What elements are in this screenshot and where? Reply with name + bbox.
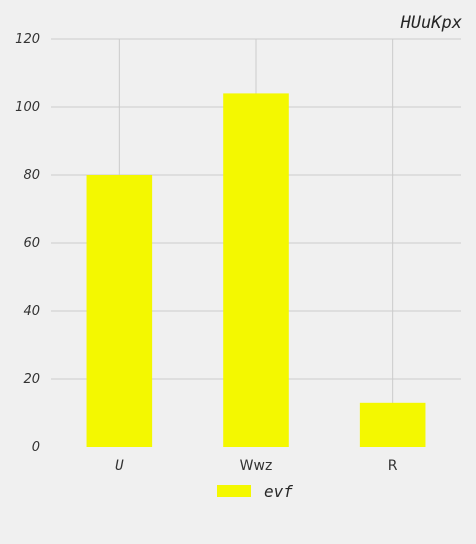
- bar: [86, 175, 153, 447]
- y-tick-label: 80: [23, 168, 40, 183]
- x-tick-label: Wwz: [240, 458, 273, 474]
- y-tick-label: 40: [23, 304, 40, 319]
- y-tick-label: 0: [32, 440, 40, 455]
- x-tick-label: U: [115, 458, 124, 474]
- y-tick-label: 60: [23, 236, 40, 251]
- y-tick-label: 20: [23, 372, 40, 387]
- bars-layer: [86, 93, 426, 448]
- bar: [223, 93, 289, 448]
- legend: evf: [217, 482, 293, 501]
- legend-label: evf: [264, 482, 293, 501]
- y-tick-labels: 0 20 40 60 80 100 120: [15, 32, 40, 455]
- chart-title: HUuKpx: [400, 13, 463, 33]
- y-tick-label: 120: [15, 32, 40, 47]
- legend-swatch: [217, 485, 251, 497]
- y-tick-label: 100: [15, 100, 40, 115]
- bar: [359, 402, 426, 447]
- x-tick-labels: U Wwz R: [115, 458, 398, 474]
- x-tick-label: R: [388, 458, 398, 474]
